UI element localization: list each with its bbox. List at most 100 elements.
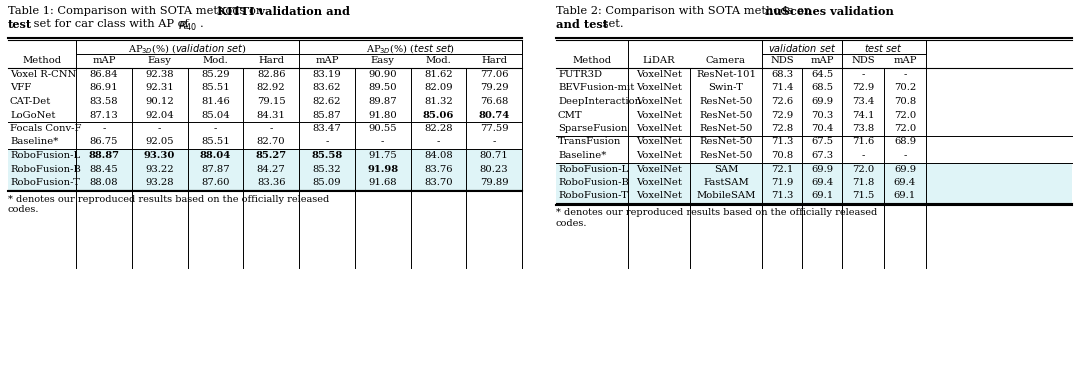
- Text: 72.8: 72.8: [771, 124, 793, 133]
- Text: 91.75: 91.75: [368, 151, 397, 160]
- Text: 72.0: 72.0: [894, 110, 916, 119]
- Text: 85.51: 85.51: [201, 138, 230, 147]
- Text: 87.60: 87.60: [201, 178, 230, 187]
- Text: .: .: [200, 19, 204, 29]
- Text: mAP: mAP: [315, 56, 339, 65]
- Text: RoboFusion-B: RoboFusion-B: [558, 178, 629, 187]
- Text: 64.5: 64.5: [811, 70, 833, 79]
- Text: nuScenes validation: nuScenes validation: [765, 6, 894, 17]
- Text: 76.68: 76.68: [480, 97, 509, 106]
- Text: 82.28: 82.28: [424, 124, 453, 133]
- Text: VoxelNet: VoxelNet: [636, 151, 681, 160]
- Text: ResNet-50: ResNet-50: [700, 110, 753, 119]
- Text: 92.04: 92.04: [145, 110, 174, 119]
- Text: set.: set.: [599, 19, 623, 29]
- Text: 88.04: 88.04: [200, 151, 231, 160]
- Text: mAP: mAP: [92, 56, 116, 65]
- Text: Table 1: Comparison with SOTA methods on: Table 1: Comparison with SOTA methods on: [8, 6, 267, 16]
- Text: 85.87: 85.87: [312, 110, 341, 119]
- Text: mAP: mAP: [893, 56, 917, 65]
- Text: ResNet-50: ResNet-50: [700, 138, 753, 147]
- Text: -: -: [269, 124, 273, 133]
- Text: LoGoNet: LoGoNet: [10, 110, 55, 119]
- Text: 90.12: 90.12: [145, 97, 174, 106]
- Text: 91.80: 91.80: [368, 110, 397, 119]
- Text: -: -: [103, 124, 106, 133]
- Text: 72.6: 72.6: [771, 97, 793, 106]
- Text: 86.75: 86.75: [90, 138, 118, 147]
- Text: -: -: [325, 138, 328, 147]
- Text: 77.06: 77.06: [480, 70, 509, 79]
- Text: 71.3: 71.3: [771, 138, 793, 147]
- Text: -: -: [903, 70, 907, 79]
- Text: * denotes our reproduced results based on the officially released: * denotes our reproduced results based o…: [8, 195, 329, 203]
- Text: Focals Conv-F: Focals Conv-F: [10, 124, 81, 133]
- Text: CMT: CMT: [558, 110, 582, 119]
- Text: VFF: VFF: [10, 83, 31, 93]
- Text: AP$_{3D}$(%) ($\it{validation\ set}$): AP$_{3D}$(%) ($\it{validation\ set}$): [129, 42, 246, 55]
- Text: 82.92: 82.92: [257, 83, 285, 93]
- Text: 85.58: 85.58: [311, 151, 342, 160]
- Text: 86.84: 86.84: [90, 70, 118, 79]
- Text: 69.1: 69.1: [894, 192, 916, 201]
- Text: 70.8: 70.8: [771, 151, 793, 160]
- Text: 68.3: 68.3: [771, 70, 793, 79]
- Text: Hard: Hard: [481, 56, 508, 65]
- Text: 83.47: 83.47: [312, 124, 341, 133]
- Text: $\it{test\ set}$: $\it{test\ set}$: [864, 42, 904, 54]
- Text: Baseline*: Baseline*: [10, 138, 58, 147]
- Text: Easy: Easy: [148, 56, 172, 65]
- Text: VoxelNet: VoxelNet: [636, 124, 681, 133]
- Text: 68.5: 68.5: [811, 83, 833, 93]
- Text: RoboFusion-L: RoboFusion-L: [10, 151, 80, 160]
- Text: 87.13: 87.13: [90, 110, 118, 119]
- Text: -: -: [862, 151, 865, 160]
- Text: 69.9: 69.9: [894, 164, 916, 173]
- Text: Voxel R-CNN: Voxel R-CNN: [10, 70, 77, 79]
- Text: 82.70: 82.70: [257, 138, 285, 147]
- Text: 85.06: 85.06: [422, 110, 454, 119]
- Text: ResNet-50: ResNet-50: [700, 97, 753, 106]
- Text: RoboFusion-L: RoboFusion-L: [558, 164, 629, 173]
- Text: LiDAR: LiDAR: [643, 56, 675, 65]
- Text: 71.5: 71.5: [852, 192, 874, 201]
- Text: BEVFusion-mit: BEVFusion-mit: [558, 83, 634, 93]
- Text: 87.87: 87.87: [201, 164, 230, 173]
- Text: 72.9: 72.9: [852, 83, 874, 93]
- Text: $R_{40}$: $R_{40}$: [178, 19, 198, 33]
- Text: Method: Method: [23, 56, 62, 65]
- Text: and test: and test: [556, 19, 608, 30]
- Text: 70.4: 70.4: [811, 124, 833, 133]
- Text: VoxelNet: VoxelNet: [636, 178, 681, 187]
- Text: 91.98: 91.98: [367, 164, 399, 173]
- Text: 71.9: 71.9: [771, 178, 793, 187]
- Text: 83.58: 83.58: [90, 97, 118, 106]
- Text: 79.29: 79.29: [480, 83, 509, 93]
- Bar: [8, 149, 522, 189]
- Text: 92.31: 92.31: [145, 83, 174, 93]
- Text: 67.3: 67.3: [811, 151, 833, 160]
- Text: 85.29: 85.29: [201, 70, 230, 79]
- Text: -: -: [381, 138, 384, 147]
- Text: VoxelNet: VoxelNet: [636, 164, 681, 173]
- Text: codes.: codes.: [556, 219, 588, 228]
- Text: 84.27: 84.27: [257, 164, 285, 173]
- Text: 90.90: 90.90: [368, 70, 397, 79]
- Text: 88.45: 88.45: [90, 164, 118, 173]
- Text: 82.62: 82.62: [312, 97, 341, 106]
- Text: mAP: mAP: [810, 56, 834, 65]
- Text: FUTR3D: FUTR3D: [558, 70, 602, 79]
- Text: 83.19: 83.19: [312, 70, 341, 79]
- Text: 68.9: 68.9: [894, 138, 916, 147]
- Text: 84.31: 84.31: [257, 110, 285, 119]
- Text: SparseFusion: SparseFusion: [558, 124, 627, 133]
- Text: -: -: [158, 124, 161, 133]
- Bar: [556, 163, 1072, 203]
- Text: Mod.: Mod.: [203, 56, 228, 65]
- Text: 84.08: 84.08: [424, 151, 453, 160]
- Text: MobileSAM: MobileSAM: [697, 192, 756, 201]
- Text: 85.09: 85.09: [312, 178, 341, 187]
- Text: 72.1: 72.1: [771, 164, 793, 173]
- Text: Method: Method: [572, 56, 611, 65]
- Text: 83.62: 83.62: [312, 83, 341, 93]
